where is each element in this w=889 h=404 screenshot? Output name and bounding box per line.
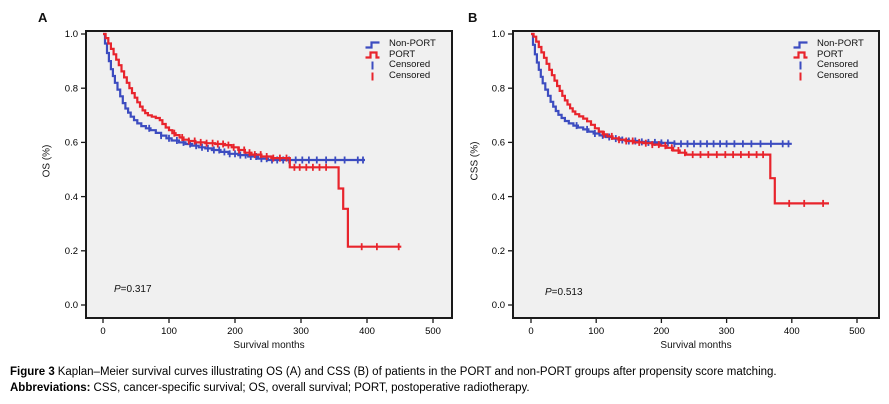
- p-rest: =0.317: [120, 284, 152, 295]
- y-tick-label: 0.8: [492, 83, 505, 94]
- x-tick-label: 300: [719, 326, 735, 337]
- y-axis-label-a: OS (%): [41, 144, 53, 178]
- censor-ticks-port: [173, 129, 400, 251]
- legend-label: Non-PORT: [817, 38, 864, 49]
- x-tick-label: 400: [359, 326, 375, 337]
- legend-item-port: PORT: [792, 48, 864, 61]
- x-tick-label: 500: [849, 326, 865, 337]
- port-line-icon: [365, 51, 380, 59]
- km-plot-b: 0 100 200 300 400 500 0.0 0.2 0.4 0.6 0.8 1.0: [492, 29, 880, 337]
- legend-label: Censored: [817, 69, 859, 81]
- km-curve-port: [531, 32, 829, 205]
- p-value-b: P=0.513: [545, 287, 583, 298]
- legend-label: Censored: [389, 69, 431, 81]
- x-tick-label: 200: [653, 326, 669, 337]
- caption-line-2: Abbreviations: CSS, cancer-specific survi…: [10, 380, 880, 396]
- plot-frame: [512, 30, 880, 319]
- legend-item-censored-nonport: Censored: [792, 60, 864, 71]
- legend-label: PORT: [817, 48, 844, 60]
- non-port-line-icon: [365, 41, 380, 49]
- legend-label: Censored: [817, 59, 859, 71]
- port-line-icon: [793, 51, 808, 59]
- legend-item-non-port: Non-PORT: [364, 38, 436, 50]
- y-tick-label: 1.0: [492, 29, 505, 40]
- plot-frame: [85, 30, 453, 319]
- y-tick-label: 0.4: [65, 192, 78, 203]
- caption-figure-label: Figure 3: [10, 366, 55, 378]
- legend-item-censored-nonport: Censored: [364, 60, 436, 71]
- x-tick-label: 100: [161, 326, 177, 337]
- y-tick-label: 0.2: [492, 246, 505, 257]
- p-rest: =0.513: [551, 287, 583, 298]
- abbreviations-label: Abbreviations:: [10, 382, 91, 394]
- p-value-a: P=0.317: [114, 284, 152, 295]
- caption-text: Kaplan–Meier survival curves illustratin…: [57, 366, 777, 378]
- legend-item-port: PORT: [364, 48, 436, 61]
- censored-tick-red-icon: [371, 72, 374, 81]
- km-curve-port: [103, 32, 402, 248]
- abbreviations-text: CSS, cancer-specific survival; OS, overa…: [93, 382, 530, 394]
- censor-ticks-port: [603, 130, 825, 207]
- legend-item-censored-port: Censored: [364, 69, 436, 82]
- y-tick-label: 0.2: [65, 246, 78, 257]
- p-label: P: [114, 284, 121, 295]
- legend-item-censored-port: Censored: [792, 69, 864, 82]
- x-tick-label: 100: [588, 326, 604, 337]
- km-plot-a: 0 100 200 300 400 500 0.0 0.2 0.4 0.6 0.8 1.0: [65, 29, 453, 337]
- y-tick-label: 1.0: [65, 29, 78, 40]
- km-curve-non-port: [103, 32, 365, 162]
- panel-a-letter: A: [38, 10, 48, 25]
- x-axis-label-a: Survival months: [233, 340, 305, 351]
- censored-tick-red-icon: [799, 72, 802, 81]
- y-axis-label-b: CSS (%): [469, 141, 481, 181]
- legend-label: Non-PORT: [389, 38, 436, 49]
- y-tick-label: 0.6: [65, 138, 78, 149]
- censored-tick-blue-icon: [799, 61, 802, 70]
- plot-background: [86, 31, 452, 318]
- y-tick-label: 0.6: [492, 138, 505, 149]
- x-tick-label: 300: [293, 326, 309, 337]
- x-axis-label-b: Survival months: [660, 340, 732, 351]
- figure-caption: Figure 3 Kaplan–Meier survival curves ill…: [10, 364, 880, 396]
- x-tick-label: 0: [528, 326, 533, 337]
- non-port-line-icon: [793, 41, 808, 49]
- y-tick-label: 0.0: [65, 300, 78, 311]
- plot-background: [513, 31, 879, 318]
- panel-b-letter: B: [468, 10, 478, 25]
- caption-line-1: Figure 3 Kaplan–Meier survival curves ill…: [10, 364, 880, 380]
- legend-item-non-port: Non-PORT: [792, 38, 864, 50]
- legend-label: PORT: [389, 48, 416, 60]
- legend-label: Censored: [389, 59, 431, 71]
- x-tick-label: 0: [100, 326, 105, 337]
- p-label: P: [545, 287, 552, 298]
- x-tick-label: 200: [227, 326, 243, 337]
- legend-a: Non-PORT PORT Censored Censored: [364, 38, 436, 82]
- x-tick-label: 500: [425, 326, 441, 337]
- y-tick-label: 0.0: [492, 300, 505, 311]
- legend-b: Non-PORT PORT Censored Censored: [792, 38, 864, 82]
- x-tick-label: 400: [784, 326, 800, 337]
- y-tick-label: 0.8: [65, 83, 78, 94]
- censored-tick-blue-icon: [371, 61, 374, 70]
- y-tick-label: 0.4: [492, 192, 505, 203]
